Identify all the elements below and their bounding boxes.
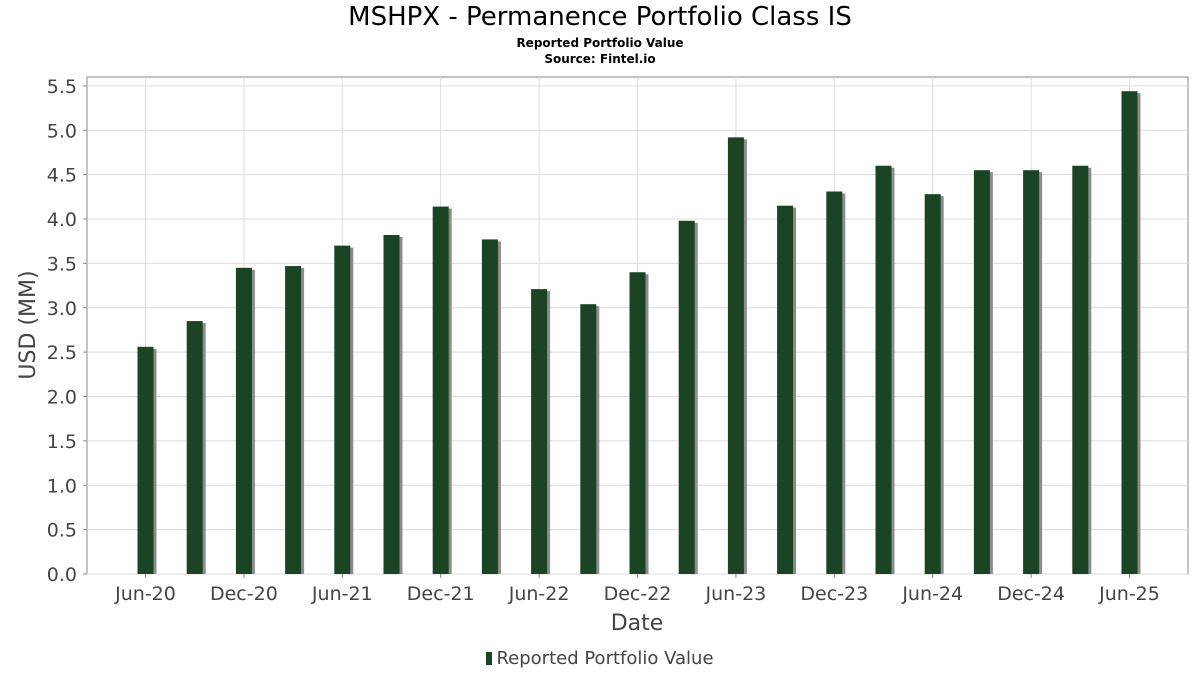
x-tick-label: Jun-21 [311,583,373,605]
bar [137,346,154,574]
x-axis-label: Date [611,611,664,636]
bar [727,137,744,574]
bar [777,205,794,574]
y-tick-label: 3.5 [47,253,77,275]
y-axis-ticks: 0.0 0.5 1.0 1.5 2.0 2.5 3.0 3.5 4.0 4.5 5.0 5.5 [47,76,87,586]
bar [235,267,252,574]
bar [1121,91,1138,574]
bar [826,191,843,575]
y-tick-label: 5.0 [47,120,77,142]
y-tick-label: 1.5 [47,431,77,453]
bar [924,194,941,574]
x-tick-label: Dec-21 [407,583,475,605]
bar [531,289,548,574]
y-tick-label: 4.0 [47,209,77,231]
bar [973,170,990,574]
bar [580,304,597,574]
y-tick-label: 0.0 [47,564,77,586]
bar [1023,170,1040,574]
chart-source: Source: Fintel.io [544,52,656,66]
bars [137,91,1141,575]
bar [334,245,351,574]
x-tick-label: Dec-24 [997,583,1065,605]
bar [432,206,449,574]
y-tick-label: 4.5 [47,165,77,187]
bar [875,165,892,574]
chart-title: MSHPX - Permanence Portfolio Class IS [348,2,852,32]
legend-swatch [486,652,493,665]
y-tick-label: 2.0 [47,387,77,409]
bar [678,220,695,574]
bar [629,272,646,574]
bar [1072,165,1089,574]
bar [186,321,203,574]
y-tick-label: 2.5 [47,342,77,364]
y-tick-label: 3.0 [47,298,77,320]
x-tick-label: Dec-23 [800,583,868,605]
legend: Reported Portfolio Value [0,648,1200,669]
x-tick-label: Dec-20 [210,583,278,605]
y-tick-label: 1.0 [47,475,77,497]
y-tick-label: 0.5 [47,520,77,542]
bar [285,266,302,574]
legend-label: Reported Portfolio Value [496,648,714,669]
bar [383,234,400,574]
x-tick-label: Jun-23 [705,583,767,605]
x-tick-label: Jun-25 [1098,583,1160,605]
x-axis-ticks: Jun-20 Dec-20 Jun-21 Dec-21 Jun-22 Dec-22 Jun-… [114,574,1160,605]
x-tick-label: Jun-22 [508,583,570,605]
chart-subtitle: Reported Portfolio Value [516,36,684,50]
bar [481,239,498,574]
y-axis-label: USD (MM) [16,270,41,379]
x-tick-label: Jun-20 [114,583,176,605]
y-tick-label: 5.5 [47,76,77,98]
x-tick-label: Dec-22 [604,583,672,605]
x-tick-label: Jun-24 [901,583,963,605]
